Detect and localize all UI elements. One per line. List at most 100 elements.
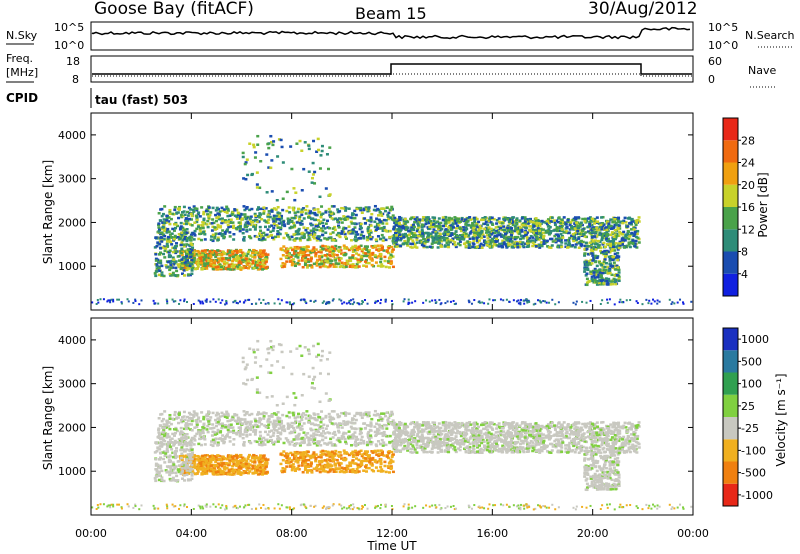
echo-point [575,221,579,225]
echo-point [399,244,403,248]
echo-point [320,149,324,153]
echo-point [652,503,655,506]
echo-point [590,242,594,246]
echo-point [241,151,245,155]
echo-point [210,222,214,225]
nsearch-label: N.Search [745,29,795,42]
echo-point [279,138,283,142]
echo-point [637,241,641,244]
echo-point [630,231,634,235]
echo-point [526,506,529,509]
echo-point [591,240,595,243]
echo-point [426,226,430,229]
echo-point [560,226,564,229]
echo-point [326,249,330,252]
echo-point [424,222,428,226]
echo-point [585,301,588,304]
echo-point [344,209,348,212]
echo-point [288,506,291,509]
echo-point [585,506,588,509]
echo-point [590,246,594,249]
echo-point [327,507,330,510]
echo-point [618,243,622,247]
echo-point [520,217,524,220]
echo-point [486,240,490,243]
echo-point [413,245,417,249]
echo-point [343,232,347,236]
echo-point [472,225,476,228]
echo-point [432,223,436,226]
echo-point [220,426,224,430]
echo-point [383,209,387,213]
echo-point [531,236,535,239]
echo-point [355,262,359,266]
echo-point [298,420,302,424]
echo-point [244,299,247,302]
echo-point [360,507,363,510]
echo-point [278,217,282,221]
echo-point [366,434,370,438]
echo-point [180,234,184,237]
echo-point [510,232,514,235]
echo-point [488,240,492,244]
echo-point [615,256,619,260]
echo-point [380,207,384,210]
echo-point [373,225,377,229]
echo-point [466,216,470,220]
echo-point [203,251,207,254]
echo-point [612,261,616,264]
echo-point [245,261,249,264]
echo-point [322,300,325,303]
echo-point [274,208,278,211]
echo-point [502,234,506,237]
echo-point [315,444,319,447]
echo-point [406,236,410,240]
echo-point [396,220,400,223]
echo-point [324,248,328,251]
echo-point [610,239,614,243]
echo-point [191,264,195,267]
echo-point [326,257,330,261]
echo-point [157,427,161,430]
echo-point [532,303,535,306]
echo-point [264,220,268,224]
echo-point [319,245,323,249]
echo-point [524,504,527,507]
velocity-heatmap [91,339,693,511]
echo-point [296,247,300,250]
echo-point [311,235,315,238]
echo-point [606,224,610,228]
echo-point [343,218,347,222]
echo-point [573,245,577,249]
echo-point [645,503,648,506]
echo-point [257,268,261,271]
echo-point [389,260,393,263]
echo-point [534,302,537,305]
echo-point [376,440,380,443]
echo-point [384,265,388,269]
echo-point [272,220,276,223]
echo-point [468,240,472,244]
echo-point [217,298,220,301]
echo-point [426,231,430,235]
echo-point [611,265,615,268]
echo-point [448,216,452,220]
echo-point [318,258,322,261]
echo-point [295,442,299,445]
echo-point [255,186,259,189]
echo-point [236,431,240,434]
echo-point [616,266,620,269]
echo-point [534,224,538,227]
echo-point [238,225,242,228]
echo-point [497,231,501,234]
echo-point [499,503,502,506]
echo-point [304,259,308,262]
echo-point [450,226,454,229]
echo-point [326,253,330,256]
echo-point [512,504,515,507]
echo-point [168,222,172,226]
echo-point [472,239,476,243]
echo-point [245,254,249,258]
echo-point [195,214,199,218]
echo-point [172,246,176,250]
